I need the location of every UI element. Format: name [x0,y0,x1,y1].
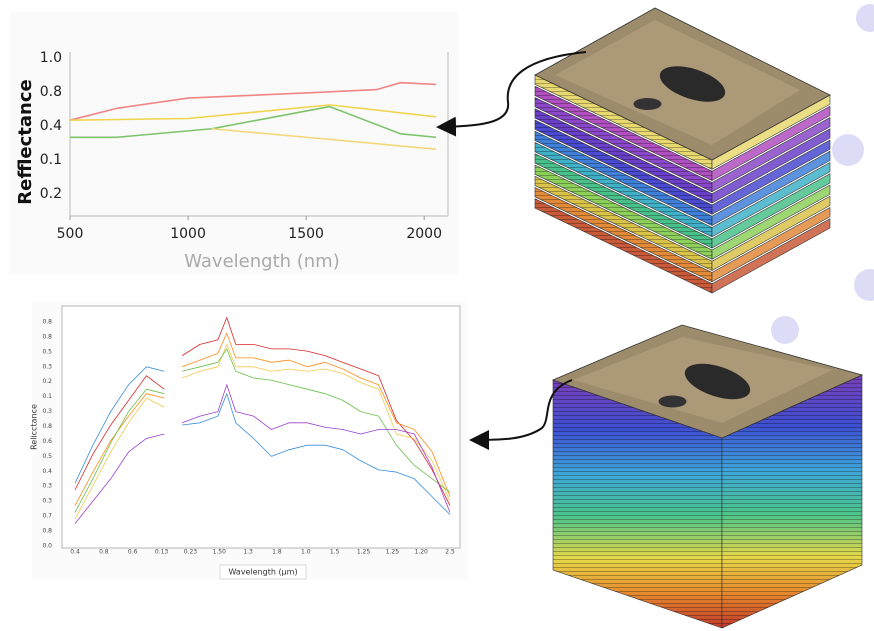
x-tick-label: 0.6 [128,549,138,556]
cube-lake [659,396,687,408]
x-tick-label: 1.0 [301,549,311,556]
y-tick-label: 0.8 [42,423,52,430]
y-tick-label: 0.0 [42,542,52,549]
x-tick-label: 1.3 [243,549,253,556]
x-tick-label: 1.50 [213,549,227,556]
figure: Refflectance Wavelength (nm) Relicctance… [0,0,874,631]
x-axis-label: Wavelength (nm) [184,251,340,272]
y-tick-label: 0.7 [42,513,52,520]
y-tick-label: 0.8 [40,84,62,100]
y-tick-label: 0.4 [42,468,52,475]
y-tick-label: 0.1 [40,152,62,168]
cube-lake [634,98,662,110]
y-tick-label: 0.6 [42,438,52,445]
x-tick-label: 0.23 [184,549,198,556]
x-tick-label: 1.8 [272,549,282,556]
x-tick-label: 2.5 [445,549,455,556]
y-tick-label: 0.5 [42,348,52,355]
y-tick-label: 0.2 [40,186,62,202]
y-tick-label: 1.0 [40,50,62,66]
hyperspectral-cube-sparse [535,8,830,293]
x-axis-label: Wavelength (μm) [228,568,297,577]
x-tick-label: 500 [57,226,84,242]
y-tick-label: 0.5 [42,453,52,460]
y-tick-label: 0.3 [42,483,52,490]
y-tick-label: 0.3 [42,408,52,415]
x-tick-label: 0.8 [99,549,109,556]
y-tick-label: 0.8 [42,319,52,326]
x-tick-label: 1000 [170,226,206,242]
x-tick-label: 1.25 [357,549,371,556]
hyperspectral-cube-dense [553,325,862,628]
x-tick-label: 0.13 [155,549,169,556]
y-axis-label: Relicctance [30,404,39,450]
x-tick-label: 1.20 [415,549,429,556]
chart-2-frame [62,306,460,548]
x-tick-label: 1500 [288,226,324,242]
x-tick-label: 0.4 [70,549,80,556]
y-tick-label: 0.4 [40,118,62,134]
x-tick-label: 2000 [406,226,442,242]
y-tick-label: 0.8 [42,528,52,535]
y-tick-label: 0.1 [42,393,52,400]
x-tick-label: 1.5 [330,549,340,556]
y-tick-label: 0.8 [42,333,52,340]
y-tick-label: 0.3 [42,363,52,370]
y-tick-label: 0.2 [42,378,52,385]
x-tick-label: 1.25 [386,549,400,556]
y-tick-label: 0.3 [42,498,52,505]
y-axis-label: Refflectance [15,79,36,204]
